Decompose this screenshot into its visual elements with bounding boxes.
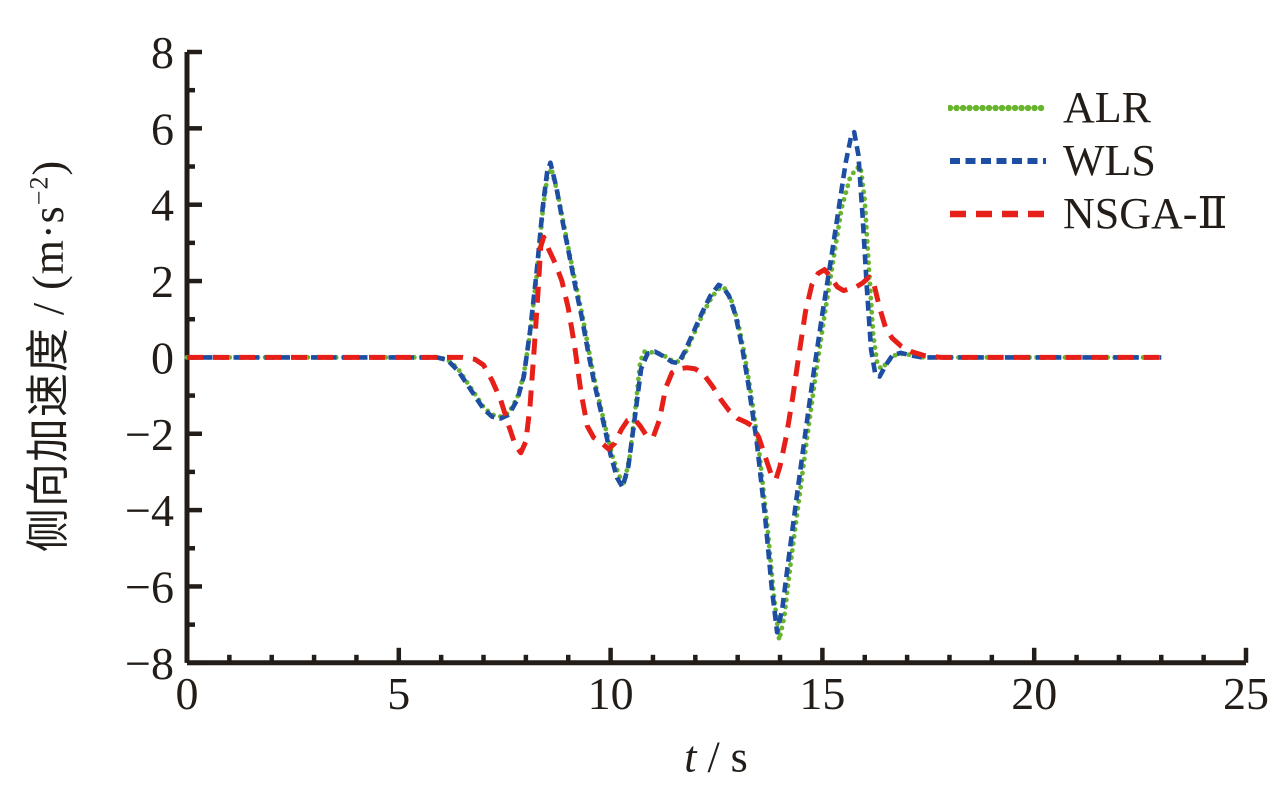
legend-item-nsga2: NSGA-Ⅱ <box>948 187 1227 240</box>
x-tick-label: 20 <box>1011 668 1057 719</box>
legend-label-alr: ALR <box>1063 83 1151 132</box>
y-axis-title-suffix: ) <box>24 159 73 176</box>
x-axis-title-unit: / s <box>696 732 748 782</box>
legend-item-wls: WLS <box>948 134 1227 187</box>
y-tick-label: −4 <box>125 485 174 536</box>
y-tick-label: −6 <box>125 561 174 612</box>
y-tick-label: −8 <box>125 638 174 689</box>
alr-line-swatch <box>948 104 1048 111</box>
nsga2-series-line <box>187 234 1162 483</box>
legend: ALR WLS NSGA-Ⅱ <box>948 81 1227 240</box>
y-tick-label: 6 <box>151 103 174 154</box>
x-tick-label: 25 <box>1223 668 1269 719</box>
y-axis-title-text: 侧向加速度 / (m·s <box>24 205 73 553</box>
y-axis-title-exponent: −2 <box>24 175 54 206</box>
y-tick-label: 4 <box>151 180 174 231</box>
x-tick-label: 15 <box>799 668 845 719</box>
y-tick-label: −2 <box>125 409 174 460</box>
wls-line-swatch <box>950 157 1046 164</box>
y-tick-label: 8 <box>151 27 174 78</box>
x-axis-title-variable: t <box>684 732 697 782</box>
wls-series-line <box>187 129 1162 635</box>
y-axis-title: 侧向加速度 / (m·s−2) <box>12 160 76 552</box>
x-tick-label: 5 <box>387 668 410 719</box>
x-tick-label: 0 <box>176 668 199 719</box>
x-tick-label: 10 <box>588 668 634 719</box>
nsga2-line-swatch <box>950 210 1046 217</box>
x-axis-title: t / s <box>684 732 748 783</box>
legend-label-nsga2: NSGA-Ⅱ <box>1063 189 1228 238</box>
legend-item-alr: ALR <box>948 81 1227 134</box>
y-tick-label: 2 <box>151 256 174 307</box>
y-tick-label: 0 <box>151 332 174 383</box>
legend-label-wls: WLS <box>1063 136 1156 185</box>
